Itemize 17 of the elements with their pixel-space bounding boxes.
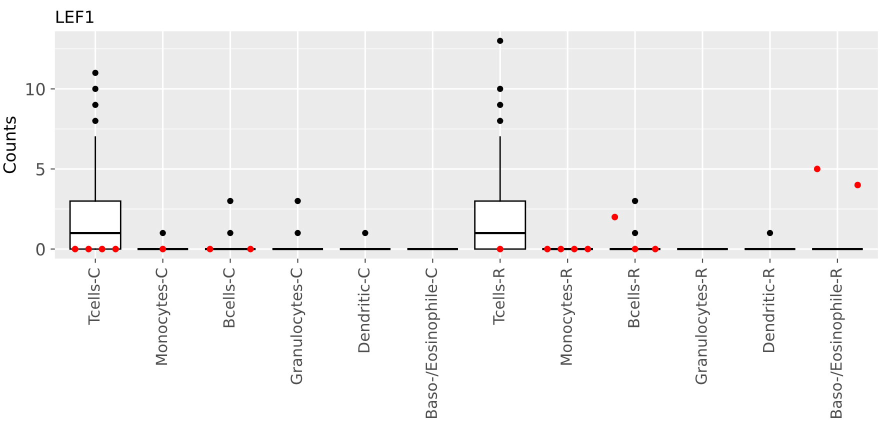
x-tick-label: Bcells-R — [628, 268, 640, 328]
x-tick-label: Baso-/Eosinophile-R — [830, 268, 845, 418]
y-tick-label: 0 — [36, 243, 45, 256]
x-tick-label: Monocytes-R — [560, 268, 575, 365]
x-tick-label: Monocytes-C — [156, 268, 170, 365]
x-tick-label: Granulocytes-C — [290, 268, 306, 384]
x-tick-label: Dendritic-R — [762, 268, 774, 352]
chart-title: LEF1 — [56, 10, 94, 23]
x-tick-label: Baso-/Eosinophile-C — [425, 268, 440, 418]
x-tick-label: Dendritic-C — [358, 268, 370, 352]
y-tick-label: 5 — [36, 163, 44, 176]
y-tick-label: 10 — [26, 82, 45, 96]
x-tick-label: Granulocytes-R — [695, 268, 710, 384]
y-axis-title: Counts — [3, 116, 16, 174]
x-tick-label: Bcells-C — [222, 268, 235, 328]
x-tick-label: Tcells-R — [492, 268, 505, 325]
x-tick-label: Tcells-C — [88, 268, 100, 325]
